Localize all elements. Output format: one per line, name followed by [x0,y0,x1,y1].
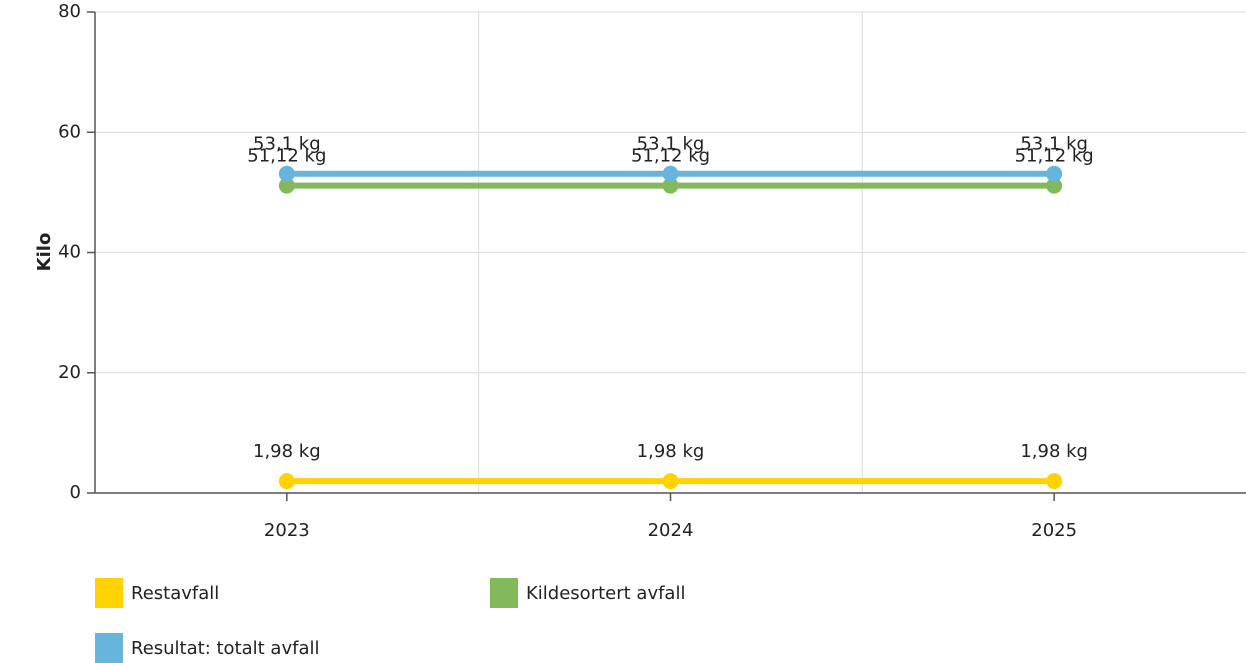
y-tick-label: 0 [70,482,81,503]
data-label: 51,12 kg [1015,146,1094,167]
data-point [278,165,295,182]
data-label: 53,1 kg [637,134,705,155]
data-label: 1,98 kg [1020,441,1088,462]
data-point [662,473,679,490]
y-tick-label: 80 [58,1,81,22]
data-label: 53,1 kg [1020,134,1088,155]
data-point [1046,177,1063,194]
x-tick-label: 2023 [264,520,310,541]
data-point [662,165,679,182]
y-tick-label: 60 [58,121,81,142]
y-tick-label: 20 [58,362,81,383]
data-label: 51,12 kg [631,146,710,167]
legend-swatch [95,578,123,608]
data-point [278,177,295,194]
y-tick-label: 40 [58,242,81,263]
data-label: 1,98 kg [253,441,321,462]
data-label: 51,12 kg [247,146,326,167]
data-point [662,177,679,194]
legend-label: Restavfall [131,583,219,604]
legend-label: Resultat: totalt avfall [131,638,319,659]
data-label: 1,98 kg [637,441,705,462]
data-label: 53,1 kg [253,134,321,155]
x-tick-label: 2025 [1031,520,1077,541]
legend-label: Kildesortert avfall [526,583,685,604]
x-tick-label: 2024 [648,520,694,541]
legend-swatch [95,633,123,663]
data-point [1046,473,1063,490]
data-point [1046,165,1063,182]
y-axis-label: Kilo [34,233,55,272]
data-point [278,473,295,490]
legend-swatch [490,578,518,608]
